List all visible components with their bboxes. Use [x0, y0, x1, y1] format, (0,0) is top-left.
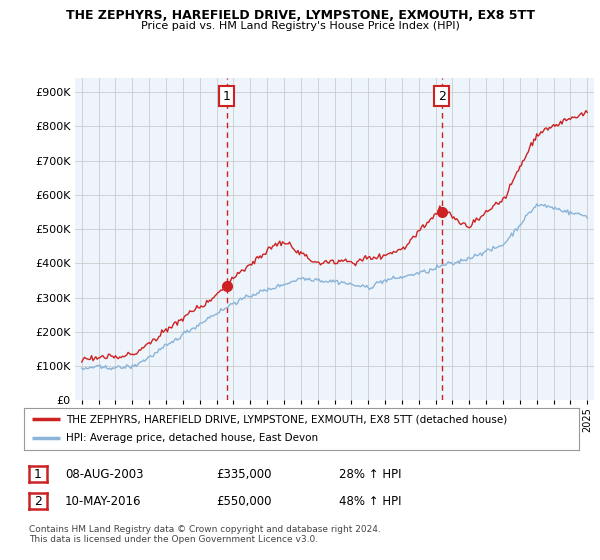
Text: THE ZEPHYRS, HAREFIELD DRIVE, LYMPSTONE, EXMOUTH, EX8 5TT (detached house): THE ZEPHYRS, HAREFIELD DRIVE, LYMPSTONE,…	[65, 414, 507, 424]
Text: 1: 1	[34, 468, 42, 481]
Text: 08-AUG-2003: 08-AUG-2003	[65, 468, 143, 481]
Text: 48% ↑ HPI: 48% ↑ HPI	[339, 494, 401, 508]
Text: 28% ↑ HPI: 28% ↑ HPI	[339, 468, 401, 481]
Text: 2: 2	[438, 90, 446, 102]
Text: Price paid vs. HM Land Registry's House Price Index (HPI): Price paid vs. HM Land Registry's House …	[140, 21, 460, 31]
Text: £550,000: £550,000	[216, 494, 271, 508]
Text: HPI: Average price, detached house, East Devon: HPI: Average price, detached house, East…	[65, 433, 318, 444]
Text: 1: 1	[223, 90, 230, 102]
Text: 2: 2	[34, 494, 42, 508]
Text: Contains HM Land Registry data © Crown copyright and database right 2024.
This d: Contains HM Land Registry data © Crown c…	[29, 525, 380, 544]
Text: 10-MAY-2016: 10-MAY-2016	[65, 494, 142, 508]
Text: £335,000: £335,000	[216, 468, 271, 481]
Text: THE ZEPHYRS, HAREFIELD DRIVE, LYMPSTONE, EXMOUTH, EX8 5TT: THE ZEPHYRS, HAREFIELD DRIVE, LYMPSTONE,…	[65, 9, 535, 22]
